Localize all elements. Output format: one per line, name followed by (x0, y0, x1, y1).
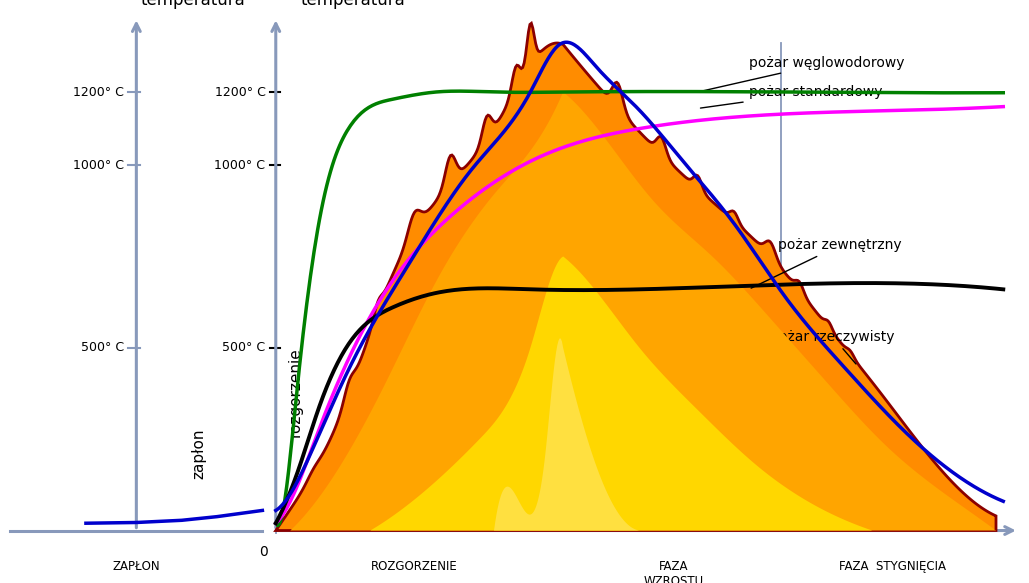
Text: pożar standardowy: pożar standardowy (701, 85, 882, 108)
Text: 1200° C: 1200° C (73, 86, 125, 99)
Text: FAZA  STYGNIĘCIA: FAZA STYGNIĘCIA (840, 560, 947, 573)
Text: rozgorzenie: rozgorzenie (288, 347, 304, 437)
Text: zapłon: zapłon (191, 429, 207, 479)
Text: pożar węglowodorowy: pożar węglowodorowy (701, 56, 904, 92)
Polygon shape (290, 92, 996, 531)
Text: 1000° C: 1000° C (73, 159, 125, 171)
Text: FAZA
WZROSTU: FAZA WZROSTU (644, 560, 704, 583)
Polygon shape (370, 257, 873, 531)
Text: ZAPŁON: ZAPŁON (112, 560, 161, 573)
Text: 500° C: 500° C (81, 341, 125, 354)
Polygon shape (494, 339, 639, 531)
Text: 1200° C: 1200° C (215, 86, 265, 99)
Text: ROZGORZENIE: ROZGORZENIE (370, 560, 457, 573)
Text: 0: 0 (259, 545, 268, 559)
Text: pożar zewnętrzny: pożar zewnętrzny (751, 238, 901, 288)
Text: temperatura: temperatura (141, 0, 245, 9)
Text: temperatura: temperatura (300, 0, 405, 9)
Text: 1000° C: 1000° C (214, 159, 265, 171)
Text: 500° C: 500° C (222, 341, 265, 354)
Polygon shape (276, 23, 996, 531)
Text: pożar rzeczywisty: pożar rzeczywisty (771, 330, 895, 364)
